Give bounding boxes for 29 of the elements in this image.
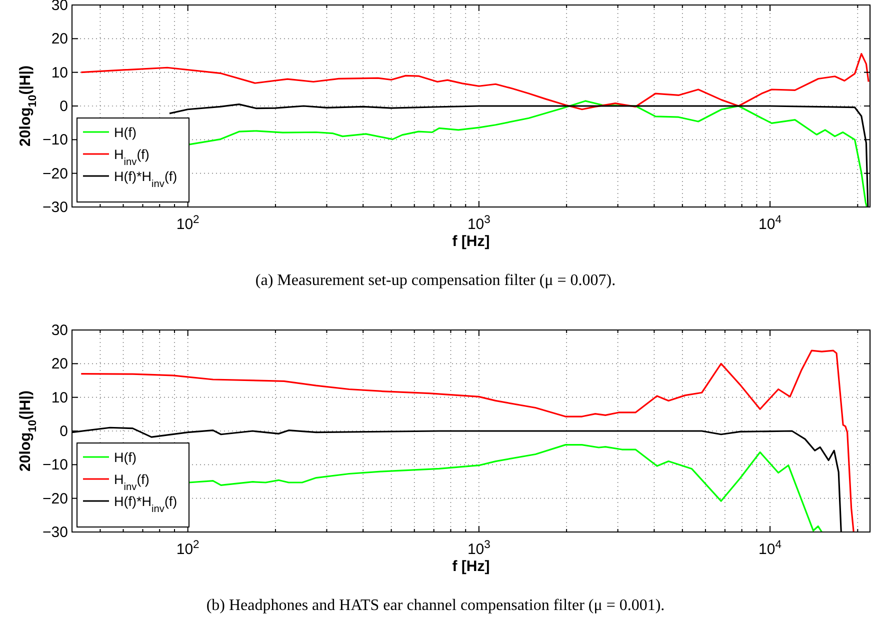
legend-label: H$_{inv}$(f) <box>114 147 150 168</box>
x-tick-label: 10$^{3}$ <box>467 539 490 558</box>
text: (a) Measurement set-up compensation filter (μ = 0.007). <box>255 272 616 289</box>
y-tick-label: −20 <box>42 165 68 182</box>
y-tick-label: 10 <box>51 389 68 406</box>
y-tick-label: 20 <box>51 30 68 48</box>
x-tick-label: 10$^{4}$ <box>758 539 782 558</box>
legend-label: H(f) <box>114 450 136 465</box>
y-tick-label: 0 <box>60 98 68 115</box>
x-tick-label: 10$^{3}$ <box>467 214 490 233</box>
y-tick-label: −30 <box>42 199 68 216</box>
x-tick-label: 10$^{2}$ <box>176 214 200 233</box>
x-axis-title: f [Hz] <box>452 233 490 250</box>
legend-label: H(f)*H$_{inv}$(f) <box>114 494 178 514</box>
text: (b) Headphones and HATS ear channel compensation filter (μ = 0.001). <box>206 597 665 614</box>
y-tick-label: 20 <box>51 356 68 373</box>
y-tick-label: −30 <box>42 524 68 541</box>
legend-label: H(f) <box>114 125 136 140</box>
legend-label: H$_{inv}$(f) <box>114 472 150 492</box>
y-tick-label: 10 <box>51 64 68 82</box>
y-tick-label: −10 <box>42 132 68 149</box>
x-axis-title: f [Hz] <box>452 558 490 575</box>
y-tick-label: −20 <box>42 490 68 508</box>
y-tick-label: 0 <box>60 423 68 440</box>
x-tick-label: 10$^{2}$ <box>176 539 200 558</box>
y-tick-label: 30 <box>51 322 68 339</box>
x-tick-label: 10$^{4}$ <box>758 214 782 233</box>
y-tick-label: −10 <box>42 456 68 474</box>
legend-label: H(f)*H$_{inv}$(f) <box>114 169 178 190</box>
